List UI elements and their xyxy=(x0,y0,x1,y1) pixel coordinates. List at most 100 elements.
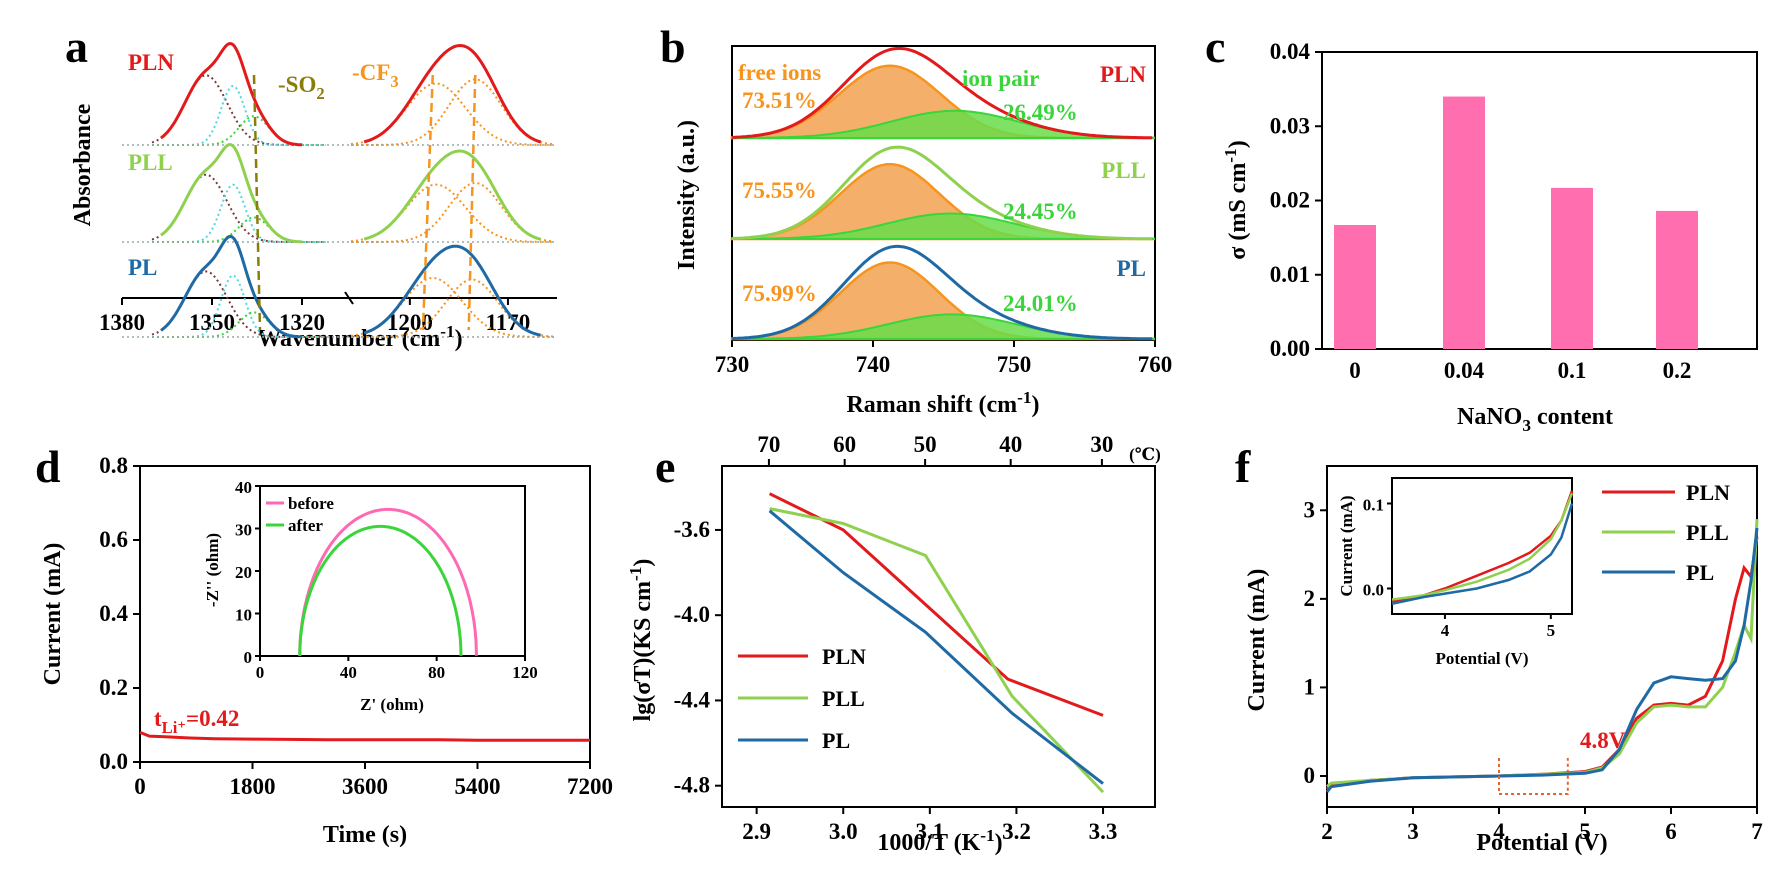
x-tick-label: 1800 xyxy=(230,774,276,799)
spectrum-PLL-so2 xyxy=(160,142,303,244)
y-tick-label: 0.8 xyxy=(99,453,128,478)
y-tick-label: 0.0 xyxy=(99,749,128,774)
spectrum-PL-so2 xyxy=(160,234,303,339)
y-tick-label: 0.1 xyxy=(1363,496,1384,515)
inset-x-label-d: Z' (ohm) xyxy=(360,695,424,714)
y-tick-label: -4.8 xyxy=(674,773,710,798)
window-highlight-box xyxy=(1498,758,1569,795)
y-tick-label: 0 xyxy=(244,648,253,667)
top-tick-label: 70 xyxy=(757,432,780,457)
x-tick-label: 0 xyxy=(134,774,146,799)
y-tick-label: 20 xyxy=(235,563,252,582)
y-tick-label: 10 xyxy=(235,606,252,625)
legend-label-f-PLN: PLN xyxy=(1686,480,1730,505)
x-tick-label: 3 xyxy=(1407,819,1419,844)
x-tick-label: 740 xyxy=(856,352,891,377)
y-tick-label: -4.4 xyxy=(674,687,711,712)
x-tick-label: 7 xyxy=(1751,819,1763,844)
bar-0.04 xyxy=(1443,96,1485,349)
x-axis-label-a: Wavenumber (cm-1) xyxy=(257,322,462,352)
x-tick-label: 3600 xyxy=(342,774,388,799)
nyquist-before xyxy=(298,507,478,656)
panel-label-a: a xyxy=(65,21,88,72)
line-f-PL xyxy=(1325,527,1759,793)
x-axis-label-c: NaNO3 content xyxy=(1457,404,1613,435)
panel-d: d 0 1800 3600 5400 7200 0.0 0.2 0.4 0.6 0.8 Current… xyxy=(35,441,613,848)
free-pct-PL: 75.99% xyxy=(742,281,817,306)
inset-line-f-PL xyxy=(1391,503,1574,606)
panel-label-e: e xyxy=(655,441,675,492)
x-tick-label: 5400 xyxy=(455,774,501,799)
y-tick-label: 30 xyxy=(235,521,252,540)
series-label-PLL: PLL xyxy=(128,150,173,175)
panel-label-f: f xyxy=(1235,441,1251,492)
x-tick-label: 4 xyxy=(1493,819,1505,844)
category-label: 0.2 xyxy=(1663,358,1692,383)
legend-label-e-PLL: PLL xyxy=(822,686,865,711)
y-tick-label: 0.03 xyxy=(1270,113,1310,138)
free-pct-PLN: 73.51% xyxy=(742,88,817,113)
spectrum-PLL-cf3 xyxy=(363,149,542,241)
x-tick-label: 0 xyxy=(256,663,265,682)
panel-label-b: b xyxy=(660,21,686,72)
cf3-marker-line-2 xyxy=(467,74,477,331)
component-peak-a xyxy=(152,115,326,146)
y-axis-label-f: Current (mA) xyxy=(1244,569,1270,712)
x-tick-label: 7200 xyxy=(567,774,613,799)
panel-e: e 2.9 3.0 3.1 3.2 3.3 -3.6 -4.0 -4.4 -4.8 70 60 50 40… xyxy=(626,432,1161,856)
legend-label-f-PLL: PLL xyxy=(1686,520,1729,545)
x-axis-label-f: Potential (V) xyxy=(1476,830,1607,856)
x-tick-label: 80 xyxy=(428,663,445,682)
cf3-marker-line-1 xyxy=(421,74,434,331)
axis-frame-f xyxy=(1326,465,1758,808)
so2-annotation: -SO2 xyxy=(278,72,325,103)
spectrum-PLN-so2 xyxy=(160,41,302,147)
x-tick-label: 730 xyxy=(715,352,750,377)
y-tick-label: 0 xyxy=(1304,763,1316,788)
total-fit-PLN xyxy=(731,46,1153,140)
inset-legend-label-after: after xyxy=(288,516,323,535)
component-peak-a xyxy=(350,82,554,146)
y-tick-label: 0.01 xyxy=(1270,262,1310,287)
free-ions-label: free ions xyxy=(738,60,821,85)
y-axis-label-b: Intensity (a.u.) xyxy=(674,120,700,270)
category-label: 0.04 xyxy=(1444,358,1485,383)
y-tick-label: 0.02 xyxy=(1270,188,1310,213)
y-tick-label: 3 xyxy=(1304,497,1316,522)
top-tick-label: 50 xyxy=(914,432,937,457)
y-tick-label: 0.00 xyxy=(1270,336,1310,361)
x-tick-label: 40 xyxy=(340,663,357,682)
inset-frame-d xyxy=(259,485,526,657)
total-fit-PLL xyxy=(731,145,1153,241)
inset-y-label-d: -Z'' (ohm) xyxy=(203,533,222,607)
x-tick-label: 5 xyxy=(1547,621,1556,640)
x-tick-label: 2.9 xyxy=(742,819,771,844)
series-label-PLN: PLN xyxy=(128,50,174,75)
bar-0.2 xyxy=(1656,210,1698,349)
axis-break-a xyxy=(344,291,354,305)
bar-0.1 xyxy=(1551,187,1593,349)
pair-pct-PLN: 26.49% xyxy=(1003,100,1078,125)
y-tick-label: 1 xyxy=(1304,674,1316,699)
legend-label-e-PLN: PLN xyxy=(822,644,866,669)
top-tick-label: 40 xyxy=(999,432,1022,457)
panel-label-c: c xyxy=(1205,21,1225,72)
y-tick-label: 0.4 xyxy=(99,601,128,626)
x-tick-label: 3.2 xyxy=(1002,819,1031,844)
series-label-b-PLN: PLN xyxy=(1100,62,1146,87)
x-axis-label-e: 1000/T (K-1) xyxy=(877,826,1002,856)
free-pct-PLL: 75.55% xyxy=(742,178,817,203)
category-label: 0 xyxy=(1349,358,1361,383)
series-label-PL: PL xyxy=(128,255,157,280)
x-axis-label-d: Time (s) xyxy=(323,822,407,848)
x-tick-label: 1200 xyxy=(387,310,433,335)
x-tick-label: 3.1 xyxy=(915,819,944,844)
window-annotation: 4.8V xyxy=(1580,728,1626,753)
series-label-b-PLL: PLL xyxy=(1101,158,1146,183)
y-tick-label: -3.6 xyxy=(674,517,710,542)
x-tick-label: 5 xyxy=(1579,819,1591,844)
panel-b: b Intensity (a.u.) 730 740 750 760 Raman shift… xyxy=(660,21,1172,418)
ion-pair-label: ion pair xyxy=(962,66,1039,91)
y-tick-label: 0.0 xyxy=(1363,581,1384,600)
inset-frame-f xyxy=(1391,477,1573,615)
